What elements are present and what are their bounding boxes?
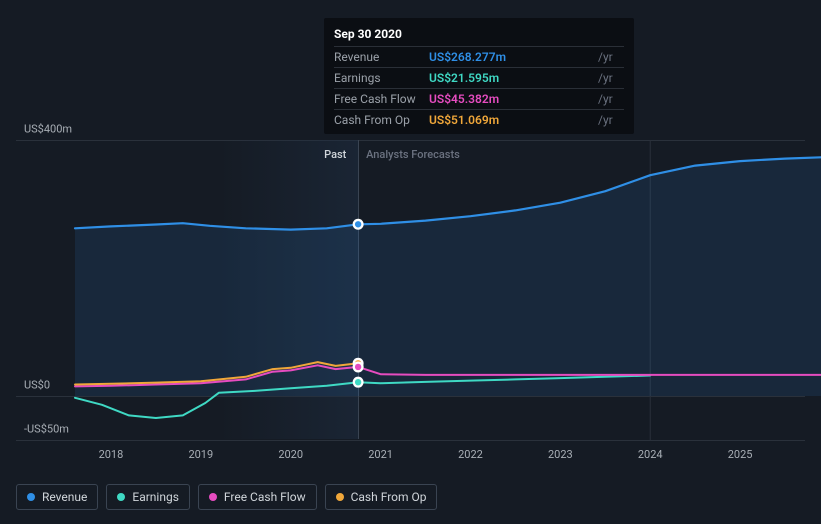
tooltip-row-unit: /yr — [594, 89, 624, 110]
x-axis-tick-label: 2024 — [638, 448, 663, 461]
y-axis-tick-label: US$0 — [24, 379, 50, 392]
y-axis-tick-label: US$400m — [24, 123, 72, 136]
legend-dot-icon — [27, 493, 35, 501]
legend-item-cfo[interactable]: Cash From Op — [325, 484, 438, 510]
tooltip-row-unit: /yr — [594, 47, 624, 68]
chart-legend: Revenue Earnings Free Cash Flow Cash From O… — [16, 484, 437, 510]
legend-item-fcf[interactable]: Free Cash Flow — [198, 484, 317, 510]
tooltip-row-label: Free Cash Flow — [334, 89, 429, 110]
series-fill-revenue — [75, 157, 821, 396]
legend-item-label: Revenue — [42, 490, 87, 504]
x-axis-tick-label: 2020 — [278, 448, 303, 461]
tooltip-row: RevenueUS$268.277m/yr — [334, 47, 624, 68]
tooltip-date: Sep 30 2020 — [334, 24, 624, 46]
legend-item-label: Free Cash Flow — [224, 490, 306, 504]
legend-dot-icon — [117, 493, 125, 501]
highlight-marker-dot-earnings — [355, 379, 361, 385]
x-axis-tick-label: 2022 — [458, 448, 483, 461]
legend-item-revenue[interactable]: Revenue — [16, 484, 98, 510]
tooltip-row-value: US$21.595m — [429, 68, 594, 89]
x-axis-tick-label: 2018 — [99, 448, 124, 461]
legend-dot-icon — [336, 493, 344, 501]
x-axis-tick-label: 2025 — [728, 448, 753, 461]
y-axis-tick-label: -US$50m — [24, 423, 69, 436]
tooltip-row-label: Revenue — [334, 47, 429, 68]
tooltip-row: Cash From OpUS$51.069m/yr — [334, 110, 624, 131]
highlight-marker-dot-fcf — [355, 364, 361, 370]
legend-item-label: Cash From Op — [351, 490, 427, 504]
tooltip-row: EarningsUS$21.595m/yr — [334, 68, 624, 89]
highlight-marker-dot-revenue — [355, 221, 361, 227]
tooltip-row-value: US$45.382m — [429, 89, 594, 110]
tooltip-row-value: US$268.277m — [429, 47, 594, 68]
legend-item-earnings[interactable]: Earnings — [106, 484, 190, 510]
tooltip-row-value: US$51.069m — [429, 110, 594, 131]
chart-tooltip: Sep 30 2020 RevenueUS$268.277m/yrEarning… — [324, 18, 634, 134]
x-axis-tick-label: 2021 — [368, 448, 393, 461]
tooltip-row-unit: /yr — [594, 68, 624, 89]
x-axis-tick-label: 2019 — [188, 448, 213, 461]
tooltip-row-label: Earnings — [334, 68, 429, 89]
tooltip-row-label: Cash From Op — [334, 110, 429, 131]
tooltip-row-unit: /yr — [594, 110, 624, 131]
x-axis-tick-label: 2023 — [548, 448, 573, 461]
legend-item-label: Earnings — [132, 490, 179, 504]
tooltip-row: Free Cash FlowUS$45.382m/yr — [334, 89, 624, 110]
legend-dot-icon — [209, 493, 217, 501]
